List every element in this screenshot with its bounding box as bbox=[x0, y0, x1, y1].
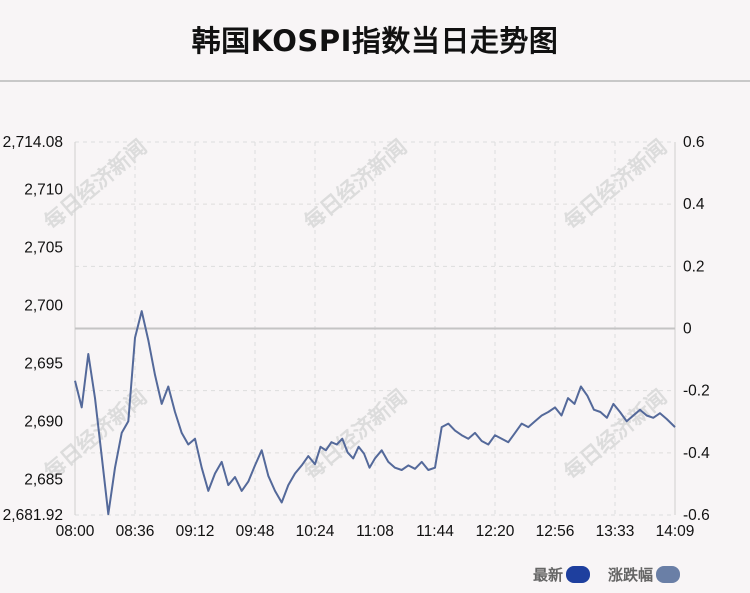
y-right-tick-label: 0.2 bbox=[683, 258, 705, 275]
series-layer bbox=[74, 310, 676, 516]
x-tick-label: 09:12 bbox=[176, 523, 215, 540]
legend-label-latest: 最新 bbox=[533, 565, 564, 584]
x-tick-label: 14:09 bbox=[656, 523, 695, 540]
x-tick-label: 12:20 bbox=[476, 523, 515, 540]
watermark-text: 每日经济新闻 bbox=[299, 134, 412, 234]
x-tick-label: 08:00 bbox=[56, 523, 95, 540]
legend-item-latest[interactable]: 最新 bbox=[533, 563, 591, 585]
y-right-tick-label: -0.6 bbox=[683, 507, 710, 524]
y-left-tick-label: 2,705 bbox=[24, 239, 63, 256]
watermark-text: 每日经济新闻 bbox=[299, 384, 412, 484]
legend-item-change[interactable]: 涨跌幅 bbox=[608, 563, 681, 585]
x-tick-label: 09:48 bbox=[236, 523, 275, 540]
title-divider bbox=[0, 80, 750, 82]
y-left-tick-label: 2,714.08 bbox=[3, 134, 63, 151]
y-right-tick-label: 0 bbox=[683, 321, 692, 338]
x-tick-label: 13:33 bbox=[596, 523, 635, 540]
y-left-tick-label: 2,710 bbox=[24, 181, 63, 198]
x-tick-label: 12:56 bbox=[536, 523, 575, 540]
x-tick-label: 11:44 bbox=[416, 523, 454, 540]
y-right-tick-label: 0.4 bbox=[683, 196, 705, 213]
y-right-tick-label: -0.2 bbox=[683, 383, 710, 400]
legend-swatch-latest bbox=[566, 565, 591, 583]
y-left-tick-label: 2,685 bbox=[24, 471, 63, 488]
legend-label-change: 涨跌幅 bbox=[608, 565, 654, 584]
y-left-tick-label: 2,695 bbox=[24, 355, 63, 372]
legend-swatch-change bbox=[656, 565, 681, 583]
axes-layer: 2,714.08 2,710 2,705 2,700 2,695 2,690 2,685 2,… bbox=[3, 134, 710, 540]
y-right-tick-label: -0.4 bbox=[683, 445, 710, 462]
chart-title: 韩国KOSPI指数当日走势图 bbox=[191, 24, 559, 58]
y-left-tick-label: 2,700 bbox=[24, 297, 63, 314]
y-right-tick-label: 0.6 bbox=[683, 134, 705, 151]
series-line-latest bbox=[74, 310, 676, 516]
y-left-tick-label: 2,690 bbox=[24, 413, 63, 430]
y-left-tick-label: 2,681.92 bbox=[3, 507, 63, 524]
x-tick-label: 08:36 bbox=[116, 523, 155, 540]
x-tick-label: 10:24 bbox=[296, 523, 335, 540]
x-tick-label: 11:08 bbox=[356, 523, 394, 540]
